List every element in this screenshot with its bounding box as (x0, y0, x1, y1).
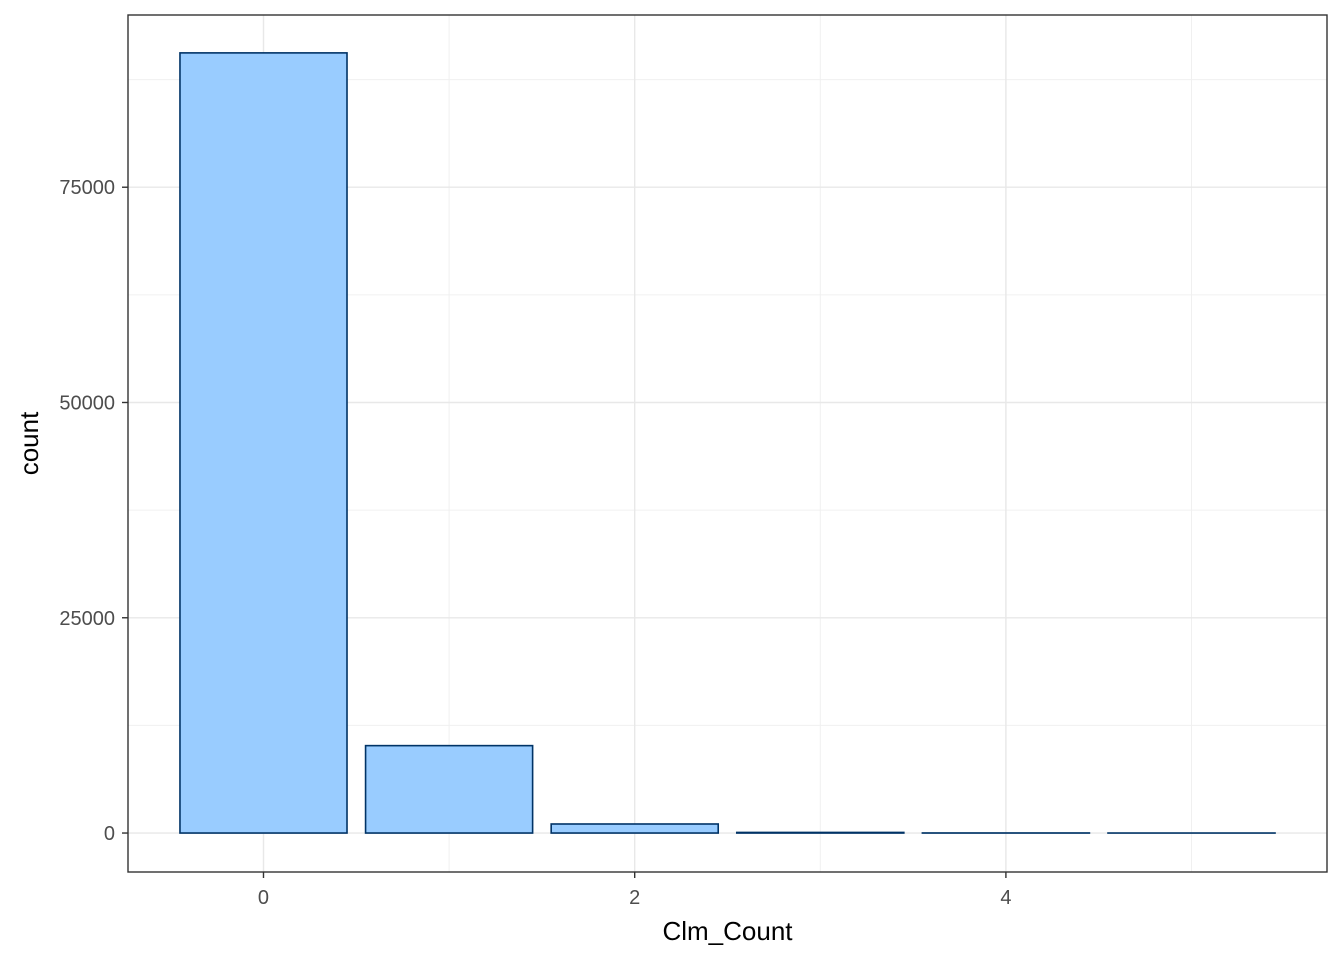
bar (551, 824, 718, 833)
y-tick-label: 0 (104, 823, 115, 845)
x-tick-label: 4 (1000, 887, 1011, 909)
x-tick-label: 0 (258, 887, 269, 909)
bar (366, 746, 533, 833)
bar (180, 53, 347, 833)
x-axis-title: Clm_Count (662, 916, 793, 946)
y-axis-title: count (14, 411, 44, 475)
x-tick-label: 2 (629, 887, 640, 909)
x-axis: 0 2 4 (258, 872, 1012, 909)
y-axis: 0 25000 50000 75000 (59, 177, 128, 845)
bar (737, 832, 904, 833)
y-tick-label: 75000 (59, 177, 115, 199)
y-tick-label: 50000 (59, 392, 115, 414)
y-tick-label: 25000 (59, 608, 115, 630)
